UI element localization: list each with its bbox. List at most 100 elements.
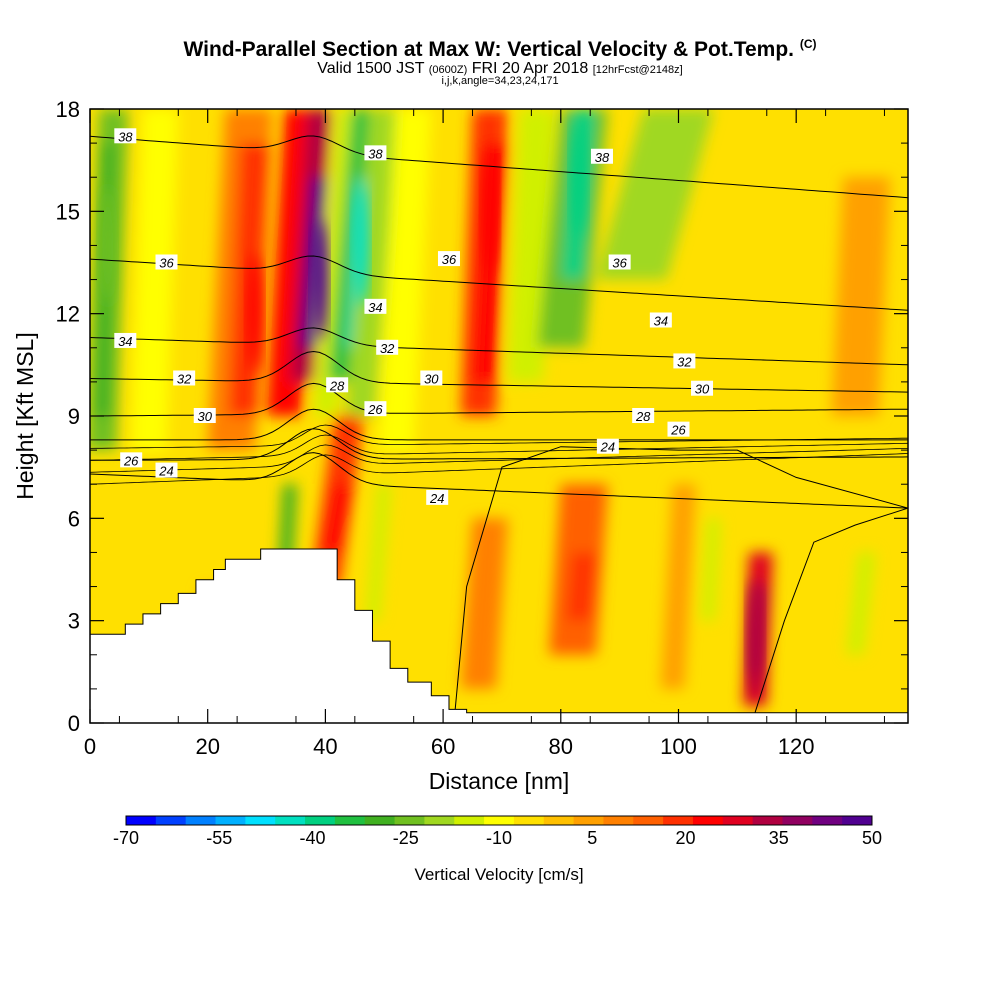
velocity-blob [566,552,597,621]
x-tick-label: 40 [313,734,337,759]
colorbar-tick-label: 5 [587,828,597,848]
contour-label: 36 [612,256,627,271]
contour-label: 28 [329,378,345,393]
contour-label-bg [155,254,178,270]
contour-label-bg [155,462,178,478]
colorbar-tick-label: -55 [206,828,232,848]
colorbar-tick-label: 35 [769,828,789,848]
contour-label-bg [376,339,399,355]
colorbar-swatch [275,816,306,825]
theta-line [90,135,908,199]
contour-label-bg [596,438,619,454]
contour-label-bg [364,401,387,417]
contour-label-bg [193,408,216,423]
grid-indices: i,j,k,angle=34,23,24,171 [441,75,559,87]
contour-label: 32 [380,341,395,356]
contour-label-bg [673,353,696,369]
colorbar-tick-label: -40 [299,828,325,848]
colorbar-swatch [484,816,515,825]
contour-label: 34 [654,313,668,328]
colorbar-swatch [752,816,783,825]
theta-line [90,452,908,509]
colorbar: -70 -55 -40 -25 -10 5 20 35 50 [113,815,882,848]
contour-label-bg [120,452,143,468]
x-tick-label: 60 [431,734,455,759]
colorbar-frame [125,815,873,826]
velocity-blob [831,177,891,416]
contour-label: 26 [367,402,383,417]
contour-label-bg [420,370,443,386]
velocity-core [99,185,116,306]
x-tick-label: 100 [660,734,697,759]
x-tick-label: 80 [549,734,573,759]
velocity-blob [596,109,714,280]
contour-label-bg [426,489,449,505]
contour-label: 26 [123,453,139,468]
copyright-mark: (C) [799,37,817,51]
y-tick-label: 3 [68,609,80,634]
colorbar-swatch [633,816,664,825]
x-tick-label: 0 [84,734,96,759]
contour-label: 38 [368,146,383,161]
contour-label: 30 [198,409,213,424]
contour-label-bg [608,254,631,270]
theta-line [90,350,908,393]
colorbar-swatch [424,816,455,825]
contour-label: 38 [595,150,610,165]
y-tick-label: 12 [56,302,80,327]
colorbar-tick-label: 50 [862,828,882,848]
theta-line [90,327,908,366]
contour-label: 32 [177,371,192,386]
colorbar-tick-label: -70 [113,828,139,848]
colorbar-swatch [126,816,157,825]
x-tick-label: 120 [778,734,815,759]
colorbar-swatch [543,816,575,825]
colorbar-tick-label: 20 [675,828,695,848]
theta-line [454,446,908,713]
colorbar-swatch [215,816,246,825]
velocity-blob [131,109,179,451]
colorbar-swatch [394,816,425,825]
contour-label-bg [326,377,349,393]
x-tick-label: 20 [195,734,219,759]
velocity-blob [660,484,697,689]
contour-label: 34 [368,300,382,315]
contour-label-bg [364,298,387,314]
contour-label: 24 [158,464,173,479]
velocity-core [246,253,263,374]
colorbar-swatch [185,816,217,825]
colorbar-swatch [692,816,724,825]
contour-label: 36 [159,256,174,271]
velocity-core [482,151,499,272]
velocity-core [311,219,328,340]
colorbar-swatch [663,816,694,825]
theta-contours [90,135,908,713]
velocity-core [746,577,763,698]
colorbar-swatch [603,816,634,825]
contour-label-bg [667,421,690,437]
theta-line [90,255,908,311]
valid-time: Valid 1500 JST [317,60,425,77]
contour-label: 30 [695,382,710,397]
velocity-core [352,185,369,306]
velocity-core [570,117,587,238]
contour-label-bg [590,148,613,164]
y-axis-title: Height [Kft MSL] [12,332,38,499]
theta-line [90,382,908,417]
colorbar-swatch [245,816,276,825]
theta-line [90,428,908,461]
colorbar-tick-label: -25 [393,828,419,848]
colorbar-swatch [334,816,366,825]
contour-label: 26 [670,423,686,438]
velocity-blob [846,552,876,655]
colorbar-swatch [722,816,754,825]
colorbar-title: Vertical Velocity [cm/s] [414,865,583,884]
y-tick-label: 18 [56,97,80,122]
contour-label: 32 [677,354,692,369]
velocity-blob [378,109,432,451]
contour-label-bg [114,332,137,348]
contour-label-bg [364,145,387,161]
y-tick-label: 6 [68,506,80,531]
